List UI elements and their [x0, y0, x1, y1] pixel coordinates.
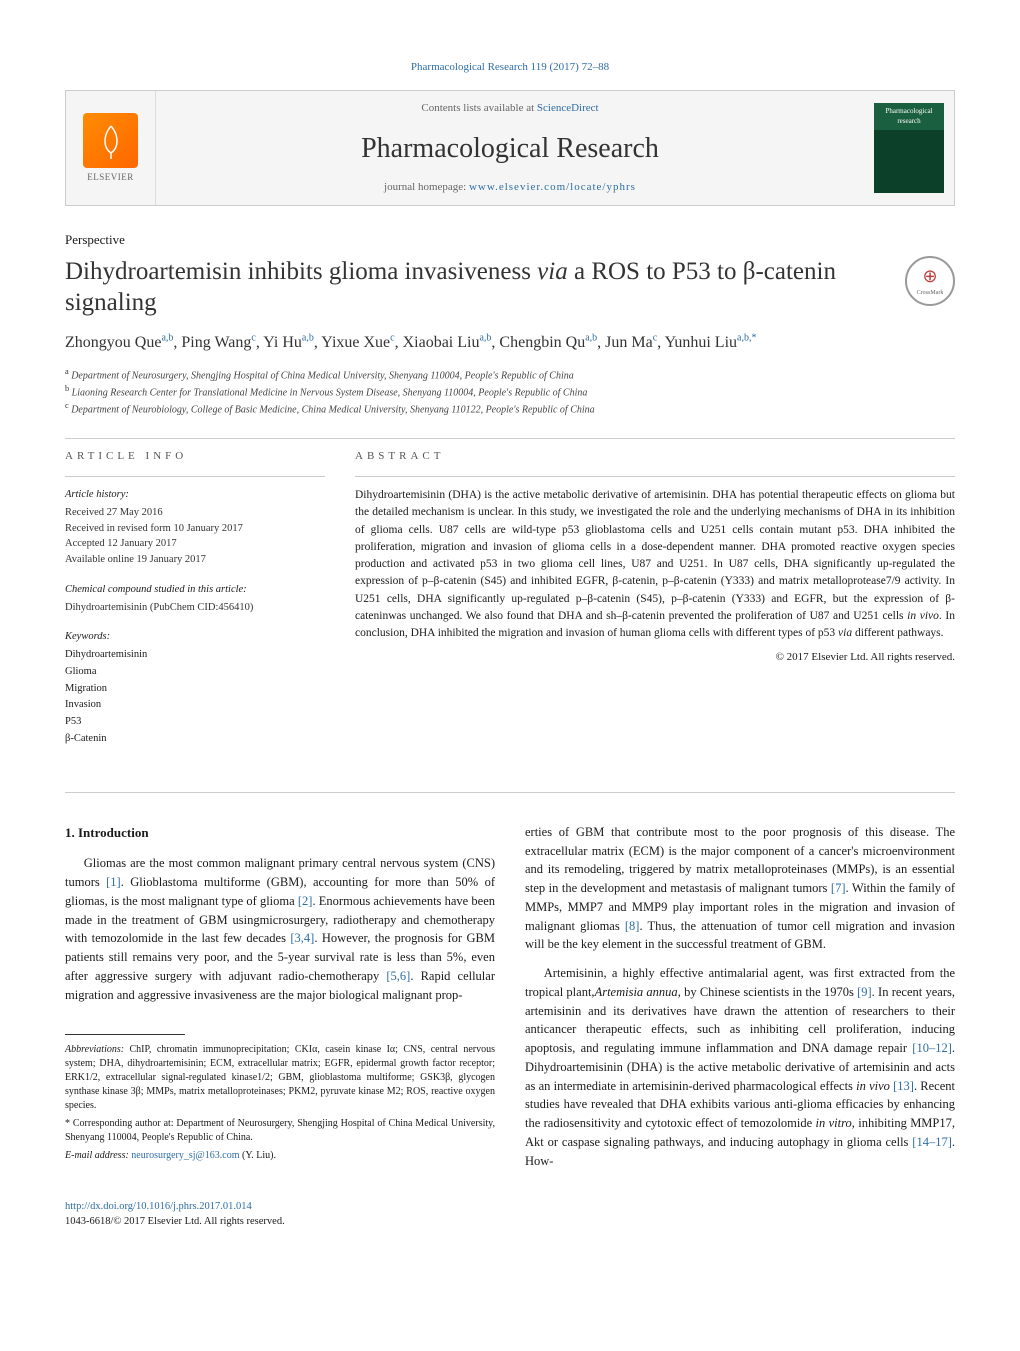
compound-value: Dihydroartemisinin (PubChem CID:456410)	[65, 600, 325, 616]
rule-top	[65, 438, 955, 439]
crossmark-label: CrossMark	[917, 289, 944, 297]
issn-copyright: 1043-6618/© 2017 Elsevier Ltd. All right…	[65, 1216, 285, 1227]
keyword: β-Catenin	[65, 731, 325, 748]
keyword: Invasion	[65, 697, 325, 714]
title-italic-via: via	[537, 258, 568, 285]
compound-label: Chemical compound studied in this articl…	[65, 582, 325, 598]
crossmark-badge[interactable]: ⊕ CrossMark	[905, 256, 955, 306]
intro-para-1-continued: erties of GBM that contribute most to th…	[525, 823, 955, 954]
footer-block: http://dx.doi.org/10.1016/j.phrs.2017.01…	[65, 1200, 955, 1229]
abstract-copyright: © 2017 Elsevier Ltd. All rights reserved…	[355, 650, 955, 665]
ref-link-13[interactable]: [13]	[890, 1079, 914, 1093]
keyword: Glioma	[65, 664, 325, 681]
cover-thumbnail: Pharmacological research	[874, 103, 944, 193]
sciencedirect-link[interactable]: ScienceDirect	[537, 102, 599, 114]
ref-link-1[interactable]: [1]	[106, 875, 121, 889]
ref-link-8[interactable]: [8]	[625, 919, 640, 933]
email-suffix: (Y. Liu).	[239, 1150, 275, 1161]
affiliations: a Department of Neurosurgery, Shengjing …	[65, 366, 955, 418]
crossmark-icon: ⊕	[922, 264, 937, 289]
history-line: Available online 19 January 2017	[65, 552, 325, 568]
doi-link[interactable]: http://dx.doi.org/10.1016/j.phrs.2017.01…	[65, 1201, 252, 1212]
ref-link-2[interactable]: [2]	[298, 894, 313, 908]
intro-para-2: Artemisinin, a highly effective antimala…	[525, 964, 955, 1170]
elsevier-tree-icon	[83, 113, 138, 168]
history-line: Received 27 May 2016	[65, 505, 325, 521]
journal-name: Pharmacological Research	[171, 129, 849, 168]
running-header: Pharmacological Research 119 (2017) 72–8…	[65, 60, 955, 75]
history-line: Received in revised form 10 January 2017	[65, 521, 325, 537]
keywords-label: Keywords:	[65, 629, 325, 645]
body-columns: 1. Introduction Gliomas are the most com…	[65, 823, 955, 1181]
in-vivo-italic: in vivo	[856, 1079, 890, 1093]
affiliation-line: b Liaoning Research Center for Translati…	[65, 383, 955, 400]
homepage-line: journal homepage: www.elsevier.com/locat…	[171, 180, 849, 195]
abbreviations-footnote: Abbreviations: ChIP, chromatin immunopre…	[65, 1043, 495, 1113]
homepage-link[interactable]: www.elsevier.com/locate/yphrs	[469, 181, 636, 193]
ref-link-9[interactable]: [9]	[857, 985, 872, 999]
rule-info	[65, 476, 325, 477]
history-line: Accepted 12 January 2017	[65, 536, 325, 552]
title-part-1: Dihydroartemisin inhibits glioma invasiv…	[65, 258, 537, 285]
ref-link-14-17[interactable]: [14–17]	[912, 1135, 952, 1149]
corr-text: Corresponding author at: Department of N…	[65, 1118, 495, 1143]
keyword: Migration	[65, 681, 325, 698]
abbrev-label: Abbreviations:	[65, 1044, 124, 1055]
email-link[interactable]: neurosurgery_sj@163.com	[131, 1150, 239, 1161]
in-vitro-italic: in vitro	[816, 1116, 852, 1130]
affiliation-line: a Department of Neurosurgery, Shengjing …	[65, 366, 955, 383]
journal-header-box: ELSEVIER Contents lists available at Sci…	[65, 90, 955, 206]
contents-line: Contents lists available at ScienceDirec…	[171, 101, 849, 116]
abstract-column: ABSTRACT Dihydroartemisinin (DHA) is the…	[355, 449, 955, 762]
abstract-heading: ABSTRACT	[355, 449, 955, 464]
section-1-heading: 1. Introduction	[65, 823, 495, 843]
publisher-name: ELSEVIER	[87, 171, 134, 184]
article-type: Perspective	[65, 231, 955, 249]
abstract-text: Dihydroartemisinin (DHA) is the active m…	[355, 487, 955, 642]
homepage-prefix: journal homepage:	[384, 181, 469, 193]
affiliation-line: c Department of Neurobiology, College of…	[65, 400, 955, 417]
contents-prefix: Contents lists available at	[421, 102, 536, 114]
article-info-column: ARTICLE INFO Article history: Received 2…	[65, 449, 325, 762]
article-info-heading: ARTICLE INFO	[65, 449, 325, 464]
ref-link-3-4[interactable]: [3,4]	[290, 931, 314, 945]
species-name: Artemisia annua	[595, 985, 678, 999]
keyword: Dihydroartemisinin	[65, 647, 325, 664]
footnote-rule	[65, 1034, 185, 1035]
email-label: E-mail address:	[65, 1150, 129, 1161]
article-title: Dihydroartemisin inhibits glioma invasiv…	[65, 256, 885, 319]
history-label: Article history:	[65, 487, 325, 503]
intro-para-1: Gliomas are the most common malignant pr…	[65, 854, 495, 1004]
ref-link-5-6[interactable]: [5,6]	[386, 969, 410, 983]
publisher-logo: ELSEVIER	[66, 91, 156, 205]
footnotes: Abbreviations: ChIP, chromatin immunopre…	[65, 1043, 495, 1163]
ref-link-10-12[interactable]: [10–12]	[912, 1041, 952, 1055]
rule-abstract	[355, 476, 955, 477]
ref-link-7[interactable]: [7]	[831, 881, 846, 895]
email-footnote: E-mail address: neurosurgery_sj@163.com …	[65, 1149, 495, 1163]
rule-bottom	[65, 792, 955, 793]
corresponding-author-footnote: * Corresponding author at: Department of…	[65, 1117, 495, 1145]
abbrev-text: ChIP, chromatin immunoprecipitation; CKI…	[65, 1044, 495, 1111]
authors-list: Zhongyou Quea,b, Ping Wangc, Yi Hua,b, Y…	[65, 330, 955, 356]
cover-thumbnail-container: Pharmacological research	[864, 91, 954, 205]
keyword: P53	[65, 714, 325, 731]
